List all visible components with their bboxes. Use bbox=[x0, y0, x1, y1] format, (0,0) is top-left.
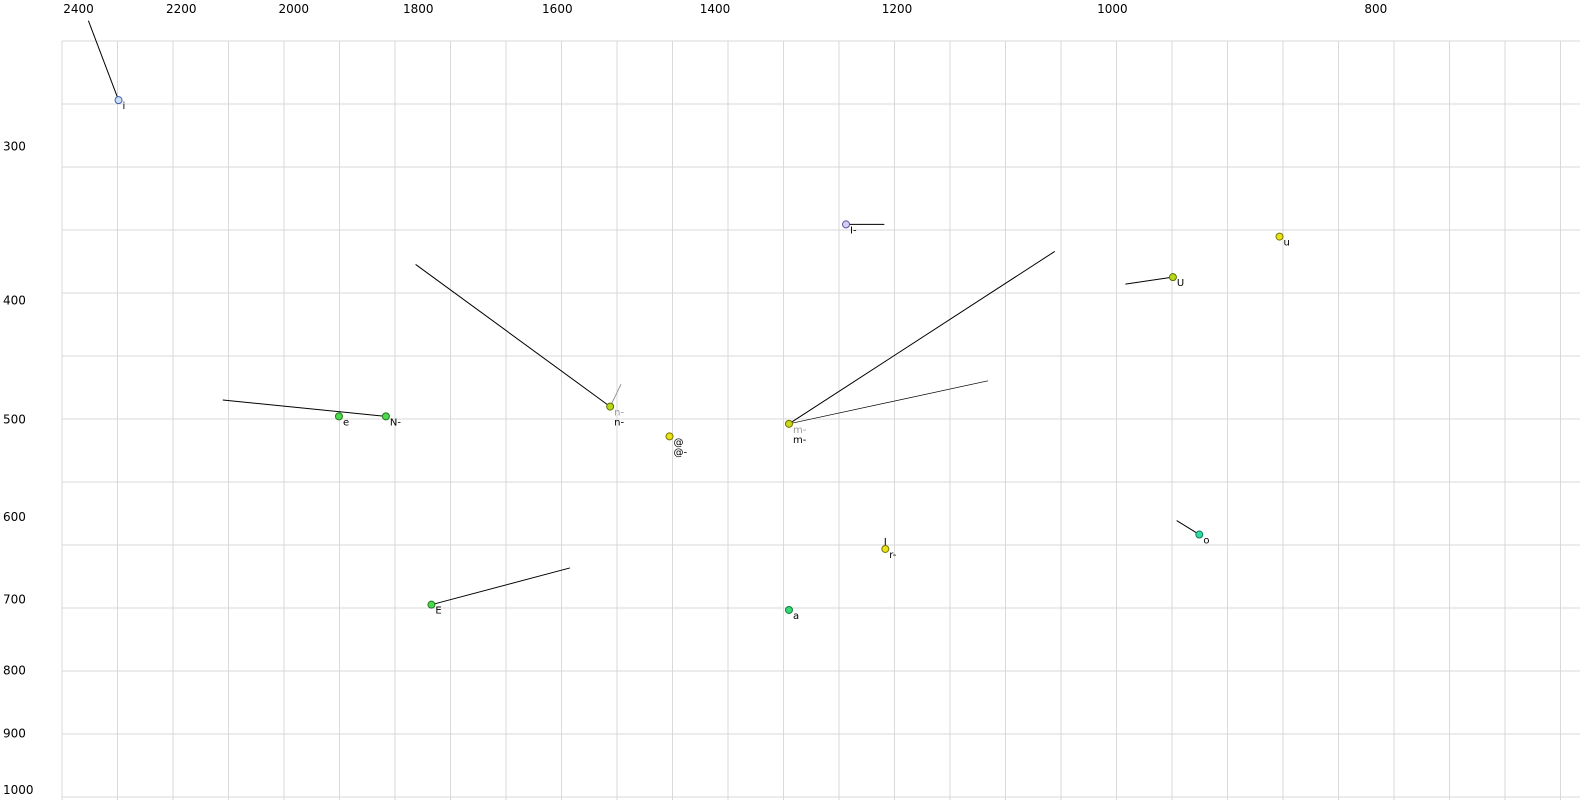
data-point-E bbox=[427, 600, 436, 609]
data-point-e bbox=[334, 412, 343, 421]
point-label-schwa: @ bbox=[674, 437, 684, 448]
point-label-n: n- bbox=[614, 418, 624, 429]
point-label-m: m- bbox=[793, 435, 807, 446]
trajectory-line-N-trajectory bbox=[222, 399, 386, 417]
x-axis-tick-label: 1600 bbox=[542, 2, 573, 16]
point-label-schwa: @- bbox=[674, 447, 688, 458]
trajectory-line-m-trajectory-1 bbox=[788, 251, 1056, 425]
data-point-n bbox=[606, 402, 615, 411]
point-label-u: u bbox=[1284, 238, 1290, 249]
point-label-N: N- bbox=[390, 417, 401, 428]
trajectory-line-m-trajectory-2 bbox=[788, 380, 989, 425]
trajectory-line-U-trajectory bbox=[1125, 276, 1173, 285]
point-label-E: E bbox=[435, 606, 441, 617]
x-axis-tick-label: 800 bbox=[1364, 2, 1387, 16]
x-axis-tick-label: 1400 bbox=[700, 2, 731, 16]
point-label-m: m- bbox=[793, 425, 807, 436]
trajectory-line-n-short-trajectory bbox=[609, 384, 622, 407]
data-point-a bbox=[784, 605, 793, 614]
y-axis-tick-label: 500 bbox=[3, 413, 26, 427]
y-axis-tick-label: 400 bbox=[3, 293, 26, 307]
x-axis-tick-label: 1800 bbox=[403, 2, 434, 16]
y-axis-tick-label: 900 bbox=[3, 727, 26, 741]
data-point-i bbox=[114, 96, 123, 105]
data-point-N bbox=[381, 412, 390, 421]
data-point-I bbox=[842, 220, 851, 229]
trajectory-line-n-trajectory bbox=[415, 264, 611, 408]
point-label-I: I- bbox=[850, 225, 857, 236]
point-label-U: U bbox=[1177, 278, 1184, 289]
data-point-schwa bbox=[665, 432, 674, 441]
x-axis-tick-label: 2400 bbox=[63, 2, 94, 16]
trajectory-line-o-trajectory bbox=[1176, 520, 1200, 535]
point-label-o: o bbox=[1203, 536, 1209, 547]
trajectory-line-E-trajectory bbox=[431, 567, 571, 606]
x-axis-tick-label: 1200 bbox=[882, 2, 913, 16]
point-label-i: i bbox=[123, 101, 126, 112]
y-axis-tick-label: 1000 bbox=[3, 783, 34, 797]
point-label-e: e bbox=[343, 417, 349, 428]
y-axis-tick-label: 600 bbox=[3, 510, 26, 524]
y-axis-tick-label: 700 bbox=[3, 592, 26, 606]
x-axis-tick-label: 1000 bbox=[1097, 2, 1128, 16]
point-label-n: n- bbox=[614, 408, 624, 419]
data-point-r bbox=[881, 544, 890, 553]
data-point-m bbox=[784, 419, 793, 428]
y-axis-tick-label: 800 bbox=[3, 664, 26, 678]
data-point-o bbox=[1195, 530, 1204, 539]
trajectory-line-i-trajectory bbox=[87, 20, 120, 101]
point-label-r: r- bbox=[889, 550, 896, 561]
point-label-a: a bbox=[793, 611, 799, 622]
x-axis-tick-label: 2200 bbox=[166, 2, 197, 16]
data-point-U bbox=[1168, 273, 1177, 282]
y-axis-tick-label: 300 bbox=[3, 140, 26, 154]
data-point-u bbox=[1275, 232, 1284, 241]
x-axis-tick-label: 2000 bbox=[279, 2, 310, 16]
